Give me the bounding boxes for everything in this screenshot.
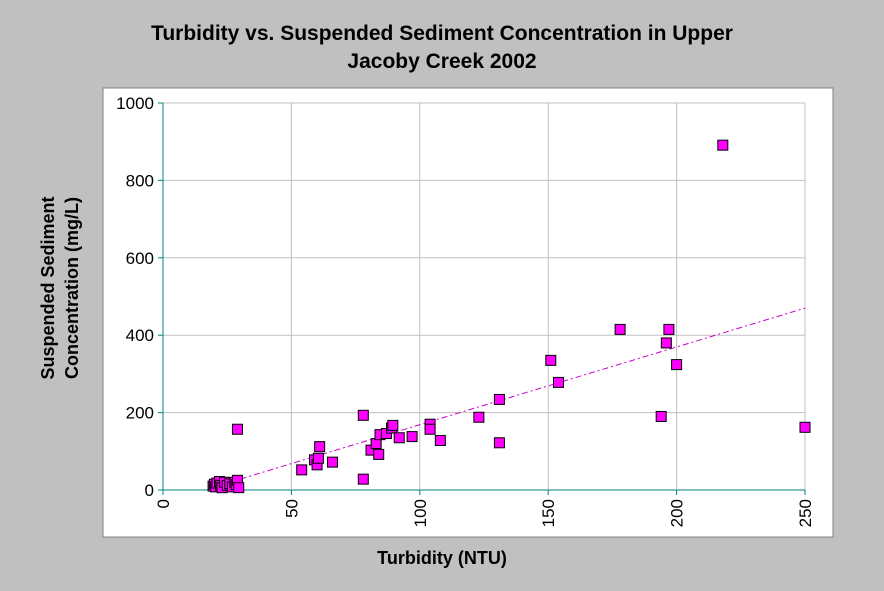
axes — [158, 102, 806, 495]
data-point — [357, 409, 369, 421]
data-point — [357, 473, 369, 485]
data-point — [373, 448, 385, 460]
data-point — [545, 354, 557, 366]
grid-lines — [163, 102, 806, 490]
plot-frame — [102, 87, 834, 538]
data-point — [493, 393, 505, 405]
x-tick-label: 100 — [411, 499, 430, 527]
y-tick-label: 600 — [126, 249, 154, 268]
data-point — [312, 452, 324, 464]
data-points — [207, 139, 811, 494]
y-axis-label-line-1: Suspended Sediment — [38, 196, 58, 380]
y-axis-label: Suspended Sediment Concentration (mg/L) — [36, 196, 84, 379]
data-point — [326, 456, 338, 468]
data-point — [671, 359, 683, 371]
data-point — [406, 431, 418, 443]
data-point — [387, 419, 399, 431]
data-point — [663, 323, 675, 335]
x-tick-label: 150 — [539, 499, 558, 527]
data-point — [434, 434, 446, 446]
y-axis-label-line-2: Concentration (mg/L) — [62, 197, 82, 380]
data-point — [233, 482, 245, 494]
data-point — [424, 423, 436, 435]
data-point — [655, 410, 667, 422]
x-axis-label: Turbidity (NTU) — [377, 548, 507, 568]
data-point — [799, 421, 811, 433]
y-tick-label: 1000 — [116, 94, 154, 113]
data-point — [614, 323, 626, 335]
data-point — [393, 432, 405, 444]
x-tick-label: 250 — [796, 499, 815, 527]
y-tick-label: 400 — [126, 326, 154, 345]
data-point — [231, 423, 243, 435]
data-point — [296, 464, 308, 476]
y-tick-label: 200 — [126, 404, 154, 423]
data-point — [473, 411, 485, 423]
x-tick-label: 50 — [282, 499, 301, 518]
tick-labels: 0 200 400 600 800 1000 0 50 100 150 200 250 — [116, 94, 815, 527]
chart-title: Turbidity vs. Suspended Sediment Concent… — [0, 20, 884, 76]
x-tick-label: 200 — [668, 499, 687, 527]
y-tick-label: 800 — [126, 171, 154, 190]
data-point — [717, 139, 729, 151]
data-point — [552, 376, 564, 388]
x-tick-label: 0 — [154, 499, 173, 508]
data-point — [314, 441, 326, 453]
y-tick-label: 0 — [145, 481, 154, 500]
chart-title-line-1: Turbidity vs. Suspended Sediment Concent… — [151, 22, 733, 45]
data-point — [493, 437, 505, 449]
chart-title-line-2: Jacoby Creek 2002 — [347, 50, 537, 73]
data-point — [660, 337, 672, 349]
